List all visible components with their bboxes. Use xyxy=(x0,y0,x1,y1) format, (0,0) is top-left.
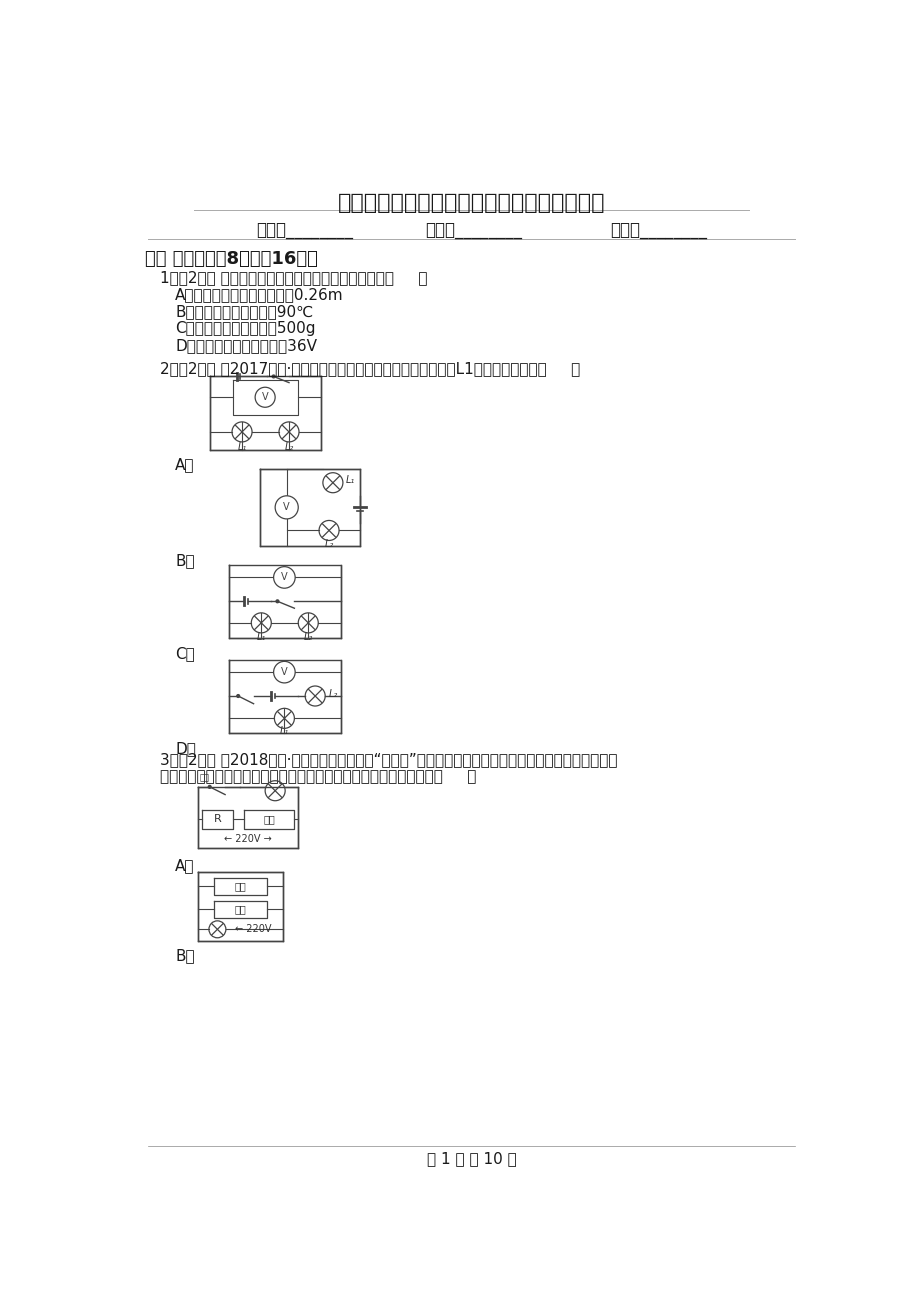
Text: L₂: L₂ xyxy=(324,539,334,548)
Text: V: V xyxy=(262,392,268,402)
Circle shape xyxy=(208,785,210,788)
Text: C．一个鸡蛋的质量约为500g: C．一个鸡蛋的质量约为500g xyxy=(175,322,315,336)
Text: ← 220V: ← 220V xyxy=(235,924,271,935)
Text: L₁: L₁ xyxy=(256,631,266,642)
Text: L₁: L₁ xyxy=(237,443,246,452)
Circle shape xyxy=(273,661,295,684)
Text: 成绩：________: 成绩：________ xyxy=(609,221,707,240)
Text: 第 1 页 八 10 页: 第 1 页 八 10 页 xyxy=(426,1151,516,1167)
Circle shape xyxy=(272,375,275,378)
Text: 3．（2分） （2018九上·哈密期末）楼道里的“声控灯”白天灯不亮，晚上有人走动发出声音时，灯自动亮: 3．（2分） （2018九上·哈密期末）楼道里的“声控灯”白天灯不亮，晚上有人走… xyxy=(160,753,617,767)
Text: 班级：________: 班级：________ xyxy=(425,221,522,240)
Text: A．初中物理课本的长度约为0.26m: A．初中物理课本的长度约为0.26m xyxy=(175,288,344,302)
Text: L₁: L₁ xyxy=(279,727,289,737)
Text: 一、 单选题（兲8题；內16分）: 一、 单选题（兲8题；內16分） xyxy=(145,250,318,268)
Text: 光控: 光控 xyxy=(199,773,210,783)
Text: L₂: L₂ xyxy=(329,689,338,699)
Text: B．洗澡水的温度大约为90℃: B．洗澡水的温度大约为90℃ xyxy=(175,305,313,319)
Text: 声控: 声控 xyxy=(263,814,275,824)
Circle shape xyxy=(255,387,275,408)
Text: V: V xyxy=(281,667,288,677)
Text: L₂: L₂ xyxy=(284,443,293,452)
Text: V: V xyxy=(281,573,288,582)
Text: 光控: 光控 xyxy=(234,881,246,891)
Text: A．: A． xyxy=(175,457,194,473)
Circle shape xyxy=(236,695,239,698)
Text: V: V xyxy=(283,503,289,513)
Text: A．: A． xyxy=(175,858,194,872)
Text: C．: C． xyxy=(175,646,195,661)
Text: L₁: L₁ xyxy=(346,475,355,486)
Text: D．: D． xyxy=(175,741,196,755)
Text: B．: B． xyxy=(175,949,195,963)
Text: 2．（2分） （2017九上·兴化期中）下列各电路图中，电能表能测L1灯两端电压的是（     ）: 2．（2分） （2017九上·兴化期中）下列各电路图中，电能表能测L1灯两端电压… xyxy=(160,361,579,376)
Text: 起来，一分钟后，若再无声音就自动断开．请判断声控灯的电路图是（     ）: 起来，一分钟后，若再无声音就自动断开．请判断声控灯的电路图是（ ） xyxy=(160,769,475,784)
Text: 1．（2分） 下列估测数据中，与实际情况最接近的是（     ）: 1．（2分） 下列估测数据中，与实际情况最接近的是（ ） xyxy=(160,271,426,285)
Text: R: R xyxy=(213,814,221,824)
Text: 河北省邯郸市九年级上学期物理期中考试试卷: 河北省邯郸市九年级上学期物理期中考试试卷 xyxy=(337,193,605,214)
Text: B．: B． xyxy=(175,553,195,569)
Text: D．我国照明电路的电压为36V: D．我国照明电路的电压为36V xyxy=(175,339,317,353)
Circle shape xyxy=(276,600,278,603)
Text: 姓名：________: 姓名：________ xyxy=(255,221,353,240)
Circle shape xyxy=(273,566,295,589)
Text: L₂: L₂ xyxy=(303,631,312,642)
Text: ← 220V →: ← 220V → xyxy=(224,835,272,844)
Circle shape xyxy=(275,496,298,519)
Text: 声控: 声控 xyxy=(234,905,246,914)
